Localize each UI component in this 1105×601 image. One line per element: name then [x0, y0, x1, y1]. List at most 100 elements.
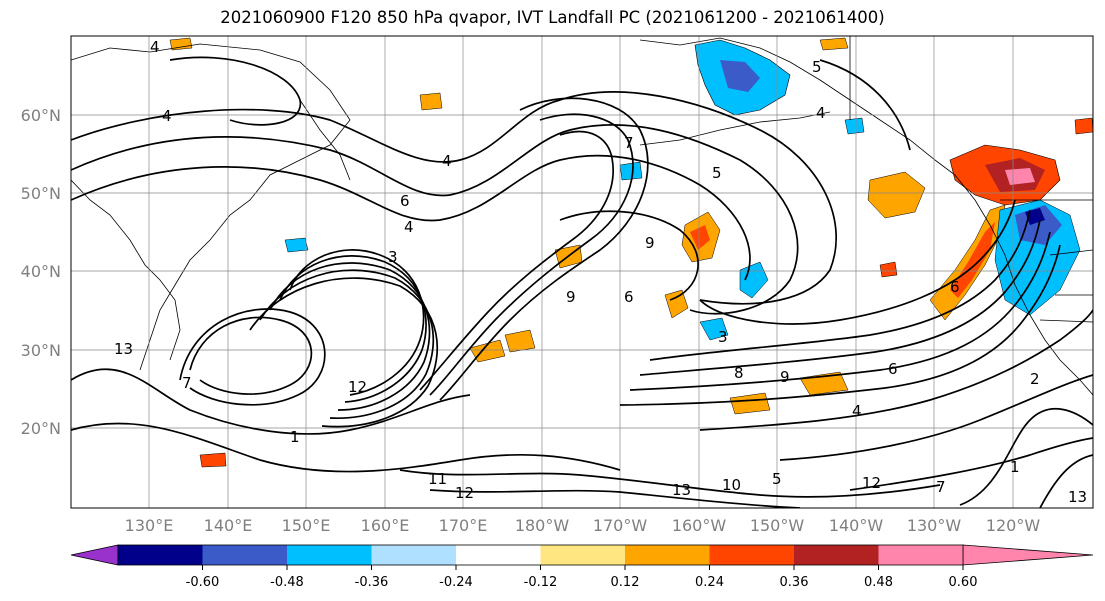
- contour-label: 1: [1010, 458, 1020, 476]
- contour-label: 6: [400, 192, 410, 210]
- lon-label: 180°W: [515, 516, 570, 535]
- lon-label: 150°E: [282, 516, 331, 535]
- colorbar-segment: [540, 545, 625, 565]
- contour-label: 13: [114, 340, 133, 358]
- lon-label: 140°E: [204, 516, 253, 535]
- gridlines: [71, 36, 1093, 508]
- contour-label: 4: [442, 152, 452, 170]
- contour-line: [819, 59, 911, 151]
- colorbar-tick-label: -0.48: [270, 575, 304, 590]
- plot-frame: [70, 35, 1094, 509]
- colorbar-arrow-high: [962, 544, 1094, 566]
- colorbar-tick-labels: -0.60 -0.48 -0.36 -0.24 -0.12 0.12 0.24 …: [186, 575, 978, 590]
- contour-label: 2: [1030, 370, 1040, 388]
- contour-line: [71, 368, 471, 435]
- contour-label: 7: [182, 374, 192, 392]
- colorbar-segment: [709, 545, 794, 565]
- contour-label: 7: [936, 478, 946, 496]
- lon-label: 120°W: [986, 516, 1041, 535]
- contour-label: 13: [672, 481, 691, 499]
- lon-label: 170°E: [439, 516, 488, 535]
- lat-label: 20°N: [21, 419, 61, 438]
- contour-line: [71, 124, 799, 315]
- contour-label: 3: [718, 328, 728, 346]
- contour-label: 9: [645, 234, 655, 252]
- contour-line: [399, 469, 941, 498]
- shade-positive: [504, 329, 536, 353]
- contour-label: 4: [404, 218, 414, 236]
- lon-label: 170°W: [593, 516, 648, 535]
- coastline-korea-china: [71, 179, 181, 361]
- colorbar-segment: [794, 545, 879, 565]
- contour-line: [189, 316, 313, 395]
- lon-label: 150°W: [750, 516, 805, 535]
- lat-label: 40°N: [21, 262, 61, 281]
- shade-positive-strong: [879, 261, 898, 278]
- shade-positive-strong: [199, 452, 227, 468]
- contour-line: [439, 97, 649, 401]
- contour-label: 1: [290, 428, 300, 446]
- shade-positive: [419, 92, 443, 111]
- colorbar-segment: [371, 545, 456, 565]
- contour-line: [429, 113, 634, 396]
- colorbar-segment: [625, 545, 710, 565]
- contour-label: 5: [812, 58, 822, 76]
- contour-label: 4: [816, 104, 826, 122]
- contour-line: [959, 408, 1093, 506]
- contour-line: [71, 154, 751, 281]
- lon-label: 130°E: [125, 516, 174, 535]
- colorbar-ticks: [202, 565, 964, 570]
- contour-label: 5: [772, 470, 782, 488]
- contour-line: [419, 130, 614, 391]
- colorbar-segment: [202, 545, 287, 565]
- lat-label: 50°N: [21, 184, 61, 203]
- colorbar-tick-label: 0.36: [780, 575, 809, 590]
- shade-positive: [867, 171, 926, 219]
- contour-label: 11: [428, 470, 447, 488]
- contour-line: [71, 422, 621, 473]
- coastline-north-america: [639, 37, 1093, 396]
- shade-positive-strong: [950, 222, 995, 298]
- coastline-asia: [71, 43, 351, 371]
- map-title: 2021060900 F120 850 hPa qvapor, IVT Land…: [220, 8, 885, 27]
- colorbar-tick-label: 0.24: [695, 575, 724, 590]
- colorbar: -0.60 -0.48 -0.36 -0.24 -0.12 0.12 0.24 …: [70, 544, 1094, 590]
- contour-line: [629, 231, 1051, 391]
- contour-line: [649, 209, 1031, 361]
- shade-positive: [729, 392, 771, 415]
- colorbar-segment: [456, 545, 541, 565]
- contour-label: 5: [712, 164, 722, 182]
- contour-label: 4: [150, 38, 160, 56]
- contour-line: [619, 244, 1061, 406]
- contour-label: 12: [862, 474, 881, 492]
- contour-label: 4: [162, 107, 172, 125]
- colorbar-tick-label: 0.12: [611, 575, 640, 590]
- shading-layer: [169, 37, 1093, 468]
- contour-label: 9: [566, 288, 576, 306]
- contour-line: [559, 210, 699, 301]
- contour-line: [169, 56, 302, 126]
- shade-negative: [284, 237, 309, 253]
- contour-line: [1039, 454, 1093, 508]
- colorbar-arrow-low: [70, 544, 119, 566]
- contour-line: [249, 277, 439, 428]
- lon-label: 130°W: [907, 516, 962, 535]
- lat-label: 60°N: [21, 106, 61, 125]
- contour-label: 8: [734, 364, 744, 382]
- colorbar-tick-label: -0.24: [439, 575, 473, 590]
- contour-label: 6: [950, 278, 960, 296]
- contour-label: 6: [888, 360, 898, 378]
- colorbar-segment: [878, 545, 963, 565]
- plot-content: 4 4 4 4 5 5 7 6 4 3 9 6 9 3 8 9 6 4 12 1…: [71, 36, 1093, 508]
- contour-line: [699, 199, 1016, 325]
- shade-positive: [819, 37, 849, 51]
- lon-label: 160°E: [361, 516, 410, 535]
- contour-lines: [71, 56, 1093, 508]
- contour-line: [289, 249, 425, 396]
- colorbar-tick-label: -0.36: [355, 575, 389, 590]
- lon-label: 160°W: [672, 516, 727, 535]
- colorbar-tick-label: -0.12: [524, 575, 558, 590]
- contour-label: 7: [624, 134, 634, 152]
- contour-label: 13: [1068, 488, 1087, 506]
